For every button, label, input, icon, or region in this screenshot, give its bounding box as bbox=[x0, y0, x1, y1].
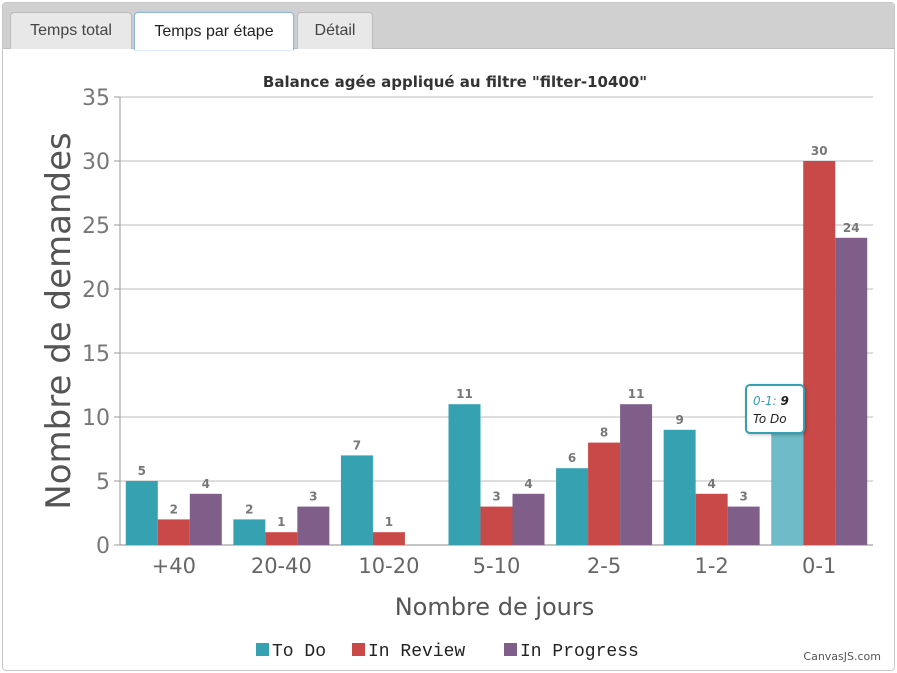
bar-data-label: 24 bbox=[843, 221, 860, 235]
bar-data-label: 11 bbox=[628, 387, 645, 401]
x-tick-label: 2-5 bbox=[587, 554, 621, 578]
bar-data-label: 3 bbox=[492, 490, 500, 504]
chart-title: Balance agée appliqué au filtre "filter-… bbox=[263, 73, 647, 91]
bar[interactable] bbox=[620, 404, 653, 545]
tab-temps-total[interactable]: Temps total bbox=[10, 12, 132, 49]
bar[interactable] bbox=[663, 429, 696, 545]
legend-label[interactable]: In Progress bbox=[520, 642, 639, 662]
tab-detail[interactable]: Détail bbox=[297, 12, 373, 49]
x-tick-label: 0-1 bbox=[802, 554, 836, 578]
bar-data-label: 9 bbox=[675, 413, 683, 427]
y-tick-label: 5 bbox=[96, 470, 110, 495]
legend-swatch bbox=[256, 643, 269, 656]
bar-data-label: 11 bbox=[456, 387, 473, 401]
y-tick-label: 15 bbox=[82, 342, 110, 367]
legend-label[interactable]: To Do bbox=[272, 642, 326, 662]
bar-data-label: 4 bbox=[202, 477, 210, 491]
y-tick-label: 35 bbox=[82, 86, 110, 111]
bar[interactable] bbox=[695, 493, 728, 545]
x-tick-label: 10-20 bbox=[358, 554, 419, 578]
bar-data-label: 7 bbox=[353, 438, 361, 452]
tab-temps-par-etape[interactable]: Temps par étape bbox=[134, 12, 294, 50]
tab-bar: Temps total Temps par étape Détail bbox=[3, 3, 894, 50]
bar-data-label: 6 bbox=[568, 451, 576, 465]
bar-data-label: 4 bbox=[707, 477, 715, 491]
bar[interactable] bbox=[480, 506, 513, 545]
x-tick-label: 5-10 bbox=[473, 554, 521, 578]
bar-data-label: 30 bbox=[811, 144, 828, 158]
legend-label[interactable]: In Review bbox=[368, 642, 465, 662]
bar-data-label: 1 bbox=[277, 515, 285, 529]
tooltip-series: To Do bbox=[753, 412, 787, 426]
bar-data-label: 3 bbox=[309, 490, 317, 504]
bar[interactable] bbox=[233, 519, 266, 545]
tooltip-category: 0-1 bbox=[753, 394, 773, 408]
x-axis-title: Nombre de jours bbox=[395, 593, 595, 621]
tooltip-value: 9 bbox=[780, 394, 789, 408]
bar-data-label: 8 bbox=[600, 426, 608, 440]
y-tick-label: 20 bbox=[82, 278, 110, 303]
bar[interactable] bbox=[265, 532, 298, 545]
bar-data-label: 4 bbox=[524, 477, 532, 491]
bar[interactable] bbox=[157, 519, 190, 545]
bar-data-label: 1 bbox=[385, 515, 393, 529]
bar-data-label: 5 bbox=[138, 464, 146, 478]
legend-swatch bbox=[352, 643, 365, 656]
bar[interactable] bbox=[512, 493, 545, 545]
bar[interactable] bbox=[297, 506, 330, 545]
y-tick-label: 30 bbox=[82, 150, 110, 175]
bar[interactable] bbox=[727, 506, 760, 545]
bar-data-label: 2 bbox=[170, 502, 178, 516]
y-tick-label: 10 bbox=[82, 406, 110, 431]
x-tick-label: 20-40 bbox=[251, 554, 312, 578]
x-tick-label: 1-2 bbox=[694, 554, 728, 578]
bar-data-label: 3 bbox=[739, 490, 747, 504]
bar[interactable] bbox=[448, 404, 481, 545]
chart-tooltip: 0-1: 9 To Do bbox=[745, 384, 805, 434]
y-tick-label: 0 bbox=[96, 534, 110, 559]
bar[interactable] bbox=[803, 161, 836, 545]
bar-data-label: 2 bbox=[245, 502, 253, 516]
y-axis-title: Nombre de demandes bbox=[39, 132, 79, 509]
bar[interactable] bbox=[372, 532, 405, 545]
bar[interactable] bbox=[588, 442, 621, 545]
bar[interactable] bbox=[125, 481, 158, 545]
bar[interactable] bbox=[189, 493, 222, 545]
bar[interactable] bbox=[556, 468, 589, 545]
bar[interactable] bbox=[835, 237, 868, 546]
bar[interactable] bbox=[340, 455, 373, 545]
y-tick-label: 25 bbox=[82, 214, 110, 239]
bar[interactable] bbox=[771, 429, 804, 545]
legend-swatch bbox=[504, 643, 517, 656]
watermark[interactable]: CanvasJS.com bbox=[803, 650, 881, 663]
x-tick-label: +40 bbox=[152, 554, 196, 578]
tooltip-separator: : bbox=[772, 394, 777, 408]
